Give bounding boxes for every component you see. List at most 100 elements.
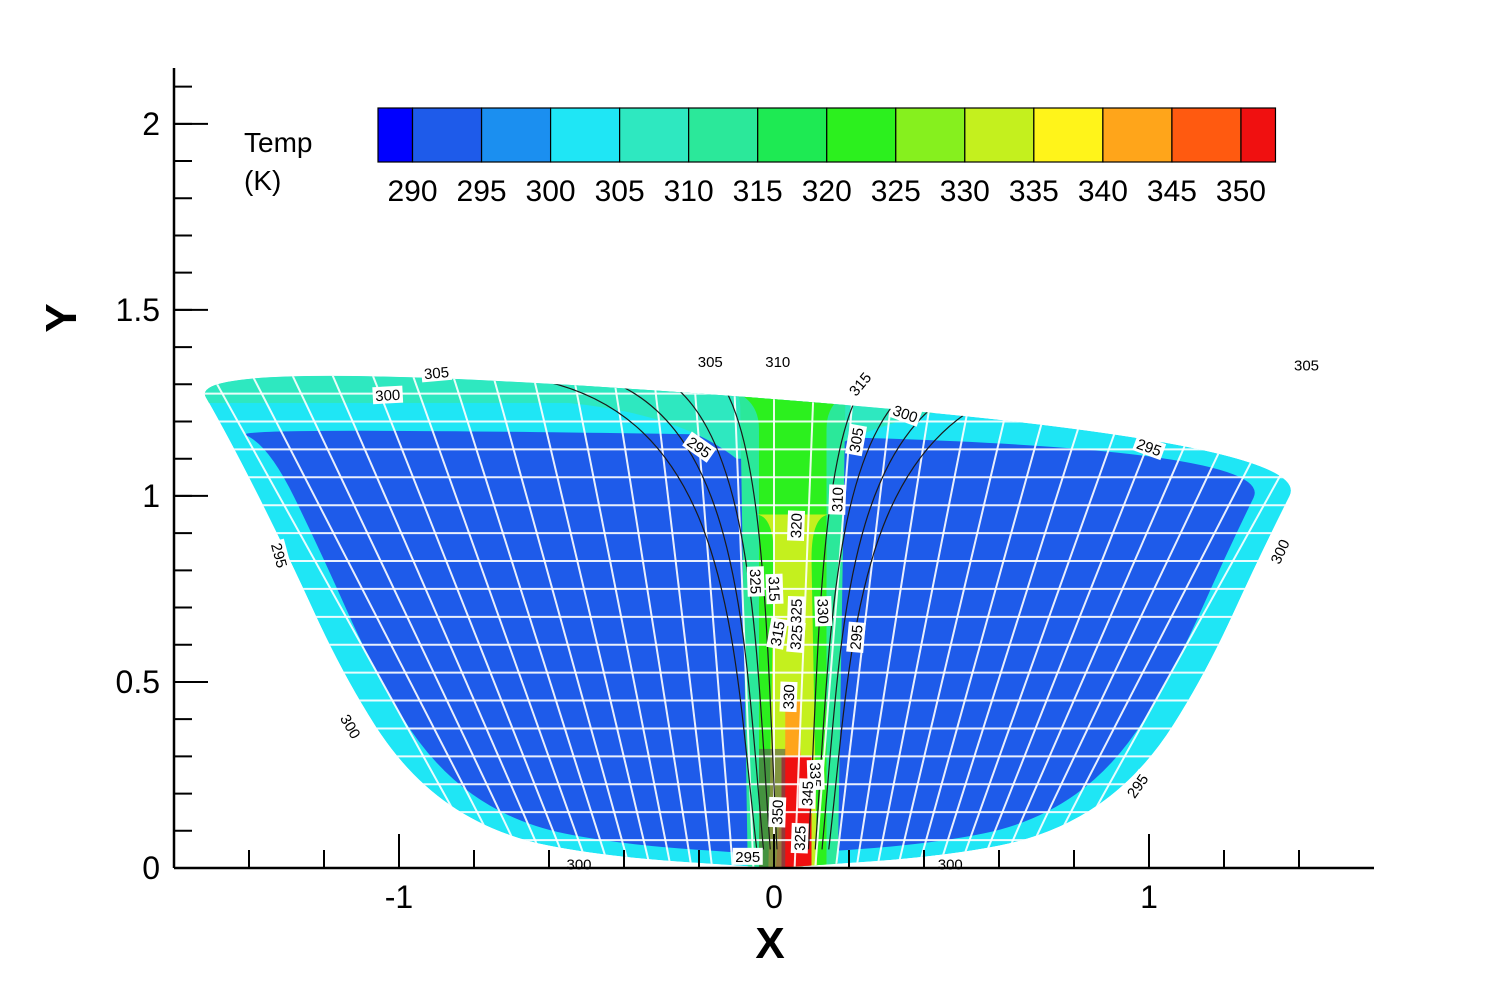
legend-tick-labels: 290 295 300 305 310 315 320 325 330 335 340 345 350 [387, 175, 1266, 208]
legend-swatch [411, 107, 483, 163]
contour-label-background [1291, 356, 1322, 374]
contour-label-text: 305 [423, 364, 449, 383]
mesh-line-radial [855, 375, 940, 868]
contour-label-text: 300 [938, 856, 963, 873]
legend-tick-label: 340 [1078, 175, 1128, 208]
mesh-line-radial [876, 375, 982, 868]
contour-label: 325 [786, 595, 806, 627]
legend-tick-label: 350 [1216, 175, 1266, 208]
contour-label-text: 325 [792, 825, 810, 851]
mesh-line-radial [793, 375, 817, 868]
contour-label-text: 305 [698, 354, 723, 371]
contour-label: 300 [335, 709, 366, 744]
legend-swatch [1240, 107, 1277, 163]
mesh-line-radial [484, 375, 631, 868]
legend-swatch [377, 107, 414, 163]
isotherm-line [709, 375, 778, 850]
contour-label: 300 [564, 855, 594, 873]
legend-swatch [895, 107, 966, 163]
contour-label-background [420, 362, 453, 383]
y-axis-title: Y [37, 303, 86, 332]
y-tick-label: 2 [142, 106, 160, 142]
contour-label-background [695, 352, 726, 370]
legend-swatch [549, 107, 621, 163]
legend-tick-label: 290 [387, 175, 437, 208]
contour-label-text: 350 [769, 799, 787, 825]
contour-label-background [786, 621, 806, 653]
contour-label-background [843, 367, 877, 401]
legend-swatch [757, 107, 828, 163]
isotherm-line [541, 379, 758, 850]
contour-label: 295 [267, 538, 292, 573]
y-tick-label: 1 [142, 478, 160, 514]
legend-swatches [377, 107, 1277, 163]
y-tick-label: 1.5 [116, 292, 160, 328]
contour-label-background [768, 796, 787, 828]
mesh-line-radial [319, 375, 549, 868]
mesh-line-radial [236, 375, 507, 868]
x-tick-label: 1 [1140, 879, 1158, 915]
mesh-line-radial [360, 375, 569, 868]
contour-label: 305 [420, 362, 453, 383]
contour-label-text: 330 [813, 598, 831, 624]
contour-label: 325 [790, 822, 810, 854]
contour-label-background [682, 431, 717, 463]
isotherm-line [597, 376, 765, 850]
mesh-line-radial [938, 375, 1105, 868]
legend-title: Temp [244, 127, 312, 158]
y-tick-label: 0 [142, 850, 160, 886]
contour-label-text: 305 [1294, 358, 1319, 375]
legend-swatch [619, 107, 690, 163]
legend-swatch [964, 107, 1035, 163]
mesh-line-radial [649, 375, 714, 868]
contour-label-text: 320 [788, 513, 806, 539]
mesh-line-radial [278, 375, 528, 868]
legend-tick-label: 345 [1147, 175, 1197, 208]
contour-label-text: 325 [787, 624, 806, 650]
contour-label-background [732, 847, 763, 865]
legend-tick-label: 295 [457, 175, 507, 208]
contour-label-background [766, 617, 789, 650]
contour-label: 310 [828, 484, 847, 515]
contour-label: 325 [746, 566, 765, 597]
legend-unit: (K) [244, 165, 281, 196]
legend-tick-label: 335 [1009, 175, 1059, 208]
mesh-line-radial [401, 375, 590, 868]
contour-label: 325 [786, 621, 807, 653]
x-axis-title: X [755, 919, 784, 968]
legend-tick-label: 315 [733, 175, 783, 208]
mesh-line-radial [917, 375, 1064, 868]
axes: -1 0 1 0 0.5 1 1.5 2 [116, 68, 1374, 915]
y-tick-label: 0.5 [116, 664, 160, 700]
contour-label-background [746, 566, 765, 597]
x-tick-label: -1 [385, 879, 413, 915]
contour-label-background [814, 595, 833, 627]
contour-label-text: 300 [566, 856, 591, 873]
contour-label-background [1132, 433, 1167, 461]
mesh-line-radial [566, 375, 672, 868]
contour-label-text: 295 [847, 624, 866, 650]
legend-tick-label: 305 [595, 175, 645, 208]
contour-label-background [1121, 768, 1153, 804]
contour-label: 330 [779, 681, 799, 713]
contour-label: 305 [695, 352, 726, 371]
legend-tick-label: 310 [664, 175, 714, 208]
contour-label: 300 [372, 385, 404, 405]
contour-label: 320 [786, 510, 806, 541]
contour-label-text: 315 [765, 576, 783, 602]
contour-label: 295 [732, 847, 763, 866]
contour-label-background [786, 595, 806, 627]
contour-label: 345 [798, 778, 817, 809]
contour-label: 300 [1265, 534, 1294, 569]
legend-tick-label: 330 [940, 175, 990, 208]
contour-label: 350 [768, 796, 787, 828]
contour-label-text: 305 [846, 426, 867, 454]
contour-label-text: 330 [781, 684, 799, 710]
legend-tick-label: 300 [526, 175, 576, 208]
contour-label-text: 310 [829, 487, 847, 513]
contour-label: 315 [843, 367, 877, 401]
legend-swatch [1171, 107, 1242, 163]
legend-swatch [826, 107, 897, 163]
contour-label: 305 [845, 423, 868, 457]
